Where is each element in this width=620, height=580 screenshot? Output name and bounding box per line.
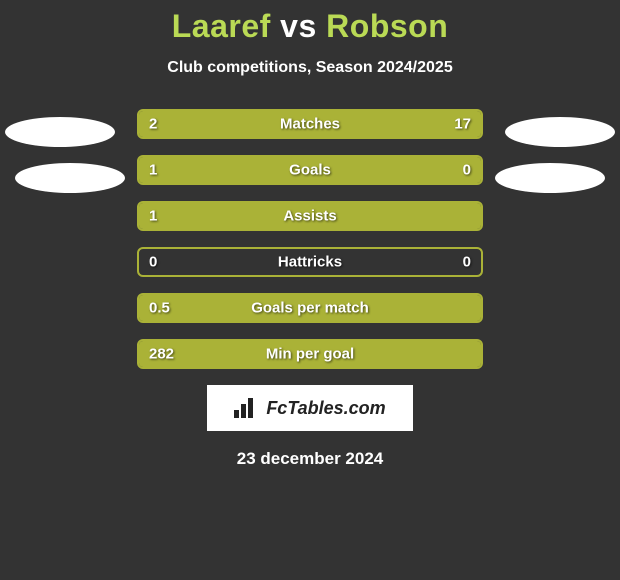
player2-name: Robson — [326, 8, 448, 44]
date-text: 23 december 2024 — [0, 449, 620, 469]
stat-row: 217Matches — [137, 109, 483, 139]
stat-label: Goals — [139, 162, 481, 179]
stat-row: 10Goals — [137, 155, 483, 185]
bar-chart-icon — [234, 398, 260, 418]
stats-area: 217Matches 10Goals 1Assists 00Hattricks 0.5G… — [0, 109, 620, 369]
stat-row: 0.5Goals per match — [137, 293, 483, 323]
comparison-card: Laaref vs Robson Club competitions, Seas… — [0, 0, 620, 469]
team-logo-right-2 — [495, 163, 605, 193]
stat-label: Min per goal — [139, 346, 481, 363]
source-badge: FcTables.com — [207, 385, 413, 431]
stat-row: 282Min per goal — [137, 339, 483, 369]
team-logo-right-1 — [505, 117, 615, 147]
team-logo-left-1 — [5, 117, 115, 147]
stat-label: Matches — [139, 116, 481, 133]
subtitle: Club competitions, Season 2024/2025 — [0, 59, 620, 77]
badge-text: FcTables.com — [266, 398, 385, 419]
player1-name: Laaref — [172, 8, 271, 44]
stat-row: 00Hattricks — [137, 247, 483, 277]
stat-rows: 217Matches 10Goals 1Assists 00Hattricks 0.5G… — [137, 109, 483, 369]
stat-label: Goals per match — [139, 300, 481, 317]
stat-label: Assists — [139, 208, 481, 225]
vs-text: vs — [280, 8, 317, 44]
stat-row: 1Assists — [137, 201, 483, 231]
team-logo-left-2 — [15, 163, 125, 193]
page-title: Laaref vs Robson — [0, 8, 620, 45]
stat-label: Hattricks — [139, 254, 481, 271]
